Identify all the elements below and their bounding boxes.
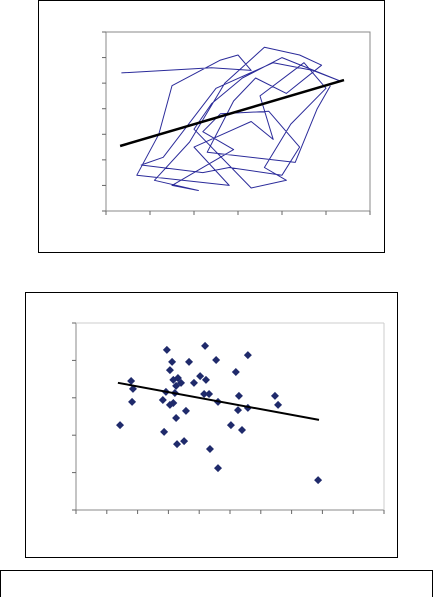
scatter-point (200, 390, 209, 399)
scatter-point (173, 440, 182, 449)
scatter-point (226, 421, 235, 430)
scatter-point (205, 445, 214, 454)
scatter-point (165, 366, 174, 375)
trend-line (119, 78, 345, 148)
scatter-point (162, 345, 171, 354)
scatter-point (231, 367, 240, 376)
bottom-panel (0, 570, 433, 597)
data-line (121, 46, 340, 191)
scatter-point (165, 400, 174, 409)
scatter-point (172, 413, 181, 422)
scatter-point (274, 400, 283, 409)
scatter-point (212, 356, 221, 365)
scatter-point (128, 397, 137, 406)
scatter-point (158, 396, 167, 405)
scatter-point (196, 372, 205, 381)
scatter-point (189, 378, 198, 387)
scatter-point (201, 375, 210, 384)
scatter-point (127, 376, 136, 385)
scatter-point (270, 391, 279, 400)
scatter-point (116, 421, 125, 430)
scatter-point (213, 464, 222, 473)
scatter-point (180, 437, 189, 446)
scatter-point (234, 391, 243, 400)
scatter-point (243, 351, 252, 360)
chart-frame (38, 0, 385, 253)
scatter-point (168, 357, 177, 366)
scatter-point (160, 427, 169, 436)
scatter-point (201, 341, 210, 350)
scatter-point (185, 357, 194, 366)
scatter-point (238, 425, 247, 434)
scatter-point (314, 476, 323, 485)
scatter-point (177, 378, 186, 387)
trend-line (117, 381, 320, 421)
scatter-point (234, 406, 243, 415)
scatter-point (205, 390, 214, 399)
scatter-point (181, 406, 190, 415)
chart-frame (25, 292, 398, 558)
